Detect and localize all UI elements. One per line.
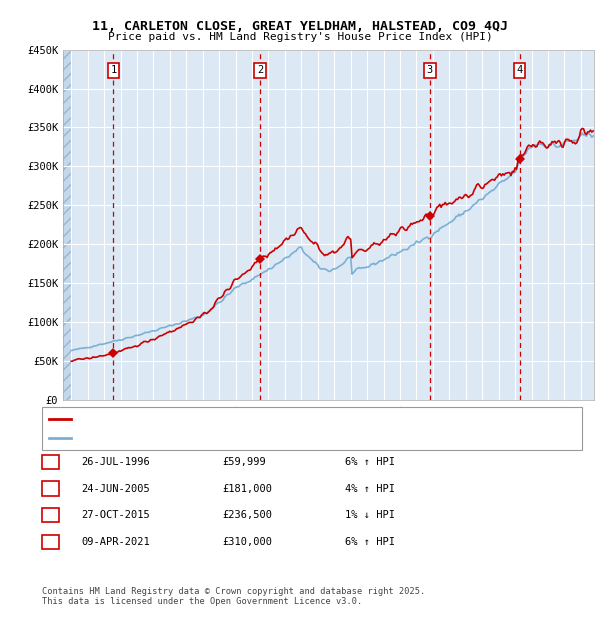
Text: 1: 1 <box>47 457 53 467</box>
Text: 09-APR-2021: 09-APR-2021 <box>81 537 150 547</box>
Text: HPI: Average price, semi-detached house, Braintree: HPI: Average price, semi-detached house,… <box>76 433 363 443</box>
Text: Price paid vs. HM Land Registry's House Price Index (HPI): Price paid vs. HM Land Registry's House … <box>107 32 493 42</box>
Text: 4: 4 <box>47 537 53 547</box>
Text: 6% ↑ HPI: 6% ↑ HPI <box>345 537 395 547</box>
Text: 4% ↑ HPI: 4% ↑ HPI <box>345 484 395 494</box>
Text: 1% ↓ HPI: 1% ↓ HPI <box>345 510 395 520</box>
Text: 4: 4 <box>517 65 523 76</box>
Text: £236,500: £236,500 <box>222 510 272 520</box>
Text: 24-JUN-2005: 24-JUN-2005 <box>81 484 150 494</box>
Text: 27-OCT-2015: 27-OCT-2015 <box>81 510 150 520</box>
Text: 2: 2 <box>257 65 263 76</box>
Text: 6% ↑ HPI: 6% ↑ HPI <box>345 457 395 467</box>
Text: 3: 3 <box>427 65 433 76</box>
Text: £181,000: £181,000 <box>222 484 272 494</box>
Text: 2: 2 <box>47 484 53 494</box>
Text: 26-JUL-1996: 26-JUL-1996 <box>81 457 150 467</box>
Text: 11, CARLETON CLOSE, GREAT YELDHAM, HALSTEAD, CO9 4QJ (semi-detached house): 11, CARLETON CLOSE, GREAT YELDHAM, HALST… <box>76 414 501 423</box>
Text: £310,000: £310,000 <box>222 537 272 547</box>
Polygon shape <box>63 50 71 400</box>
Text: Contains HM Land Registry data © Crown copyright and database right 2025.
This d: Contains HM Land Registry data © Crown c… <box>42 587 425 606</box>
Text: 1: 1 <box>110 65 116 76</box>
Text: £59,999: £59,999 <box>222 457 266 467</box>
Text: 11, CARLETON CLOSE, GREAT YELDHAM, HALSTEAD, CO9 4QJ: 11, CARLETON CLOSE, GREAT YELDHAM, HALST… <box>92 20 508 33</box>
Text: 3: 3 <box>47 510 53 520</box>
